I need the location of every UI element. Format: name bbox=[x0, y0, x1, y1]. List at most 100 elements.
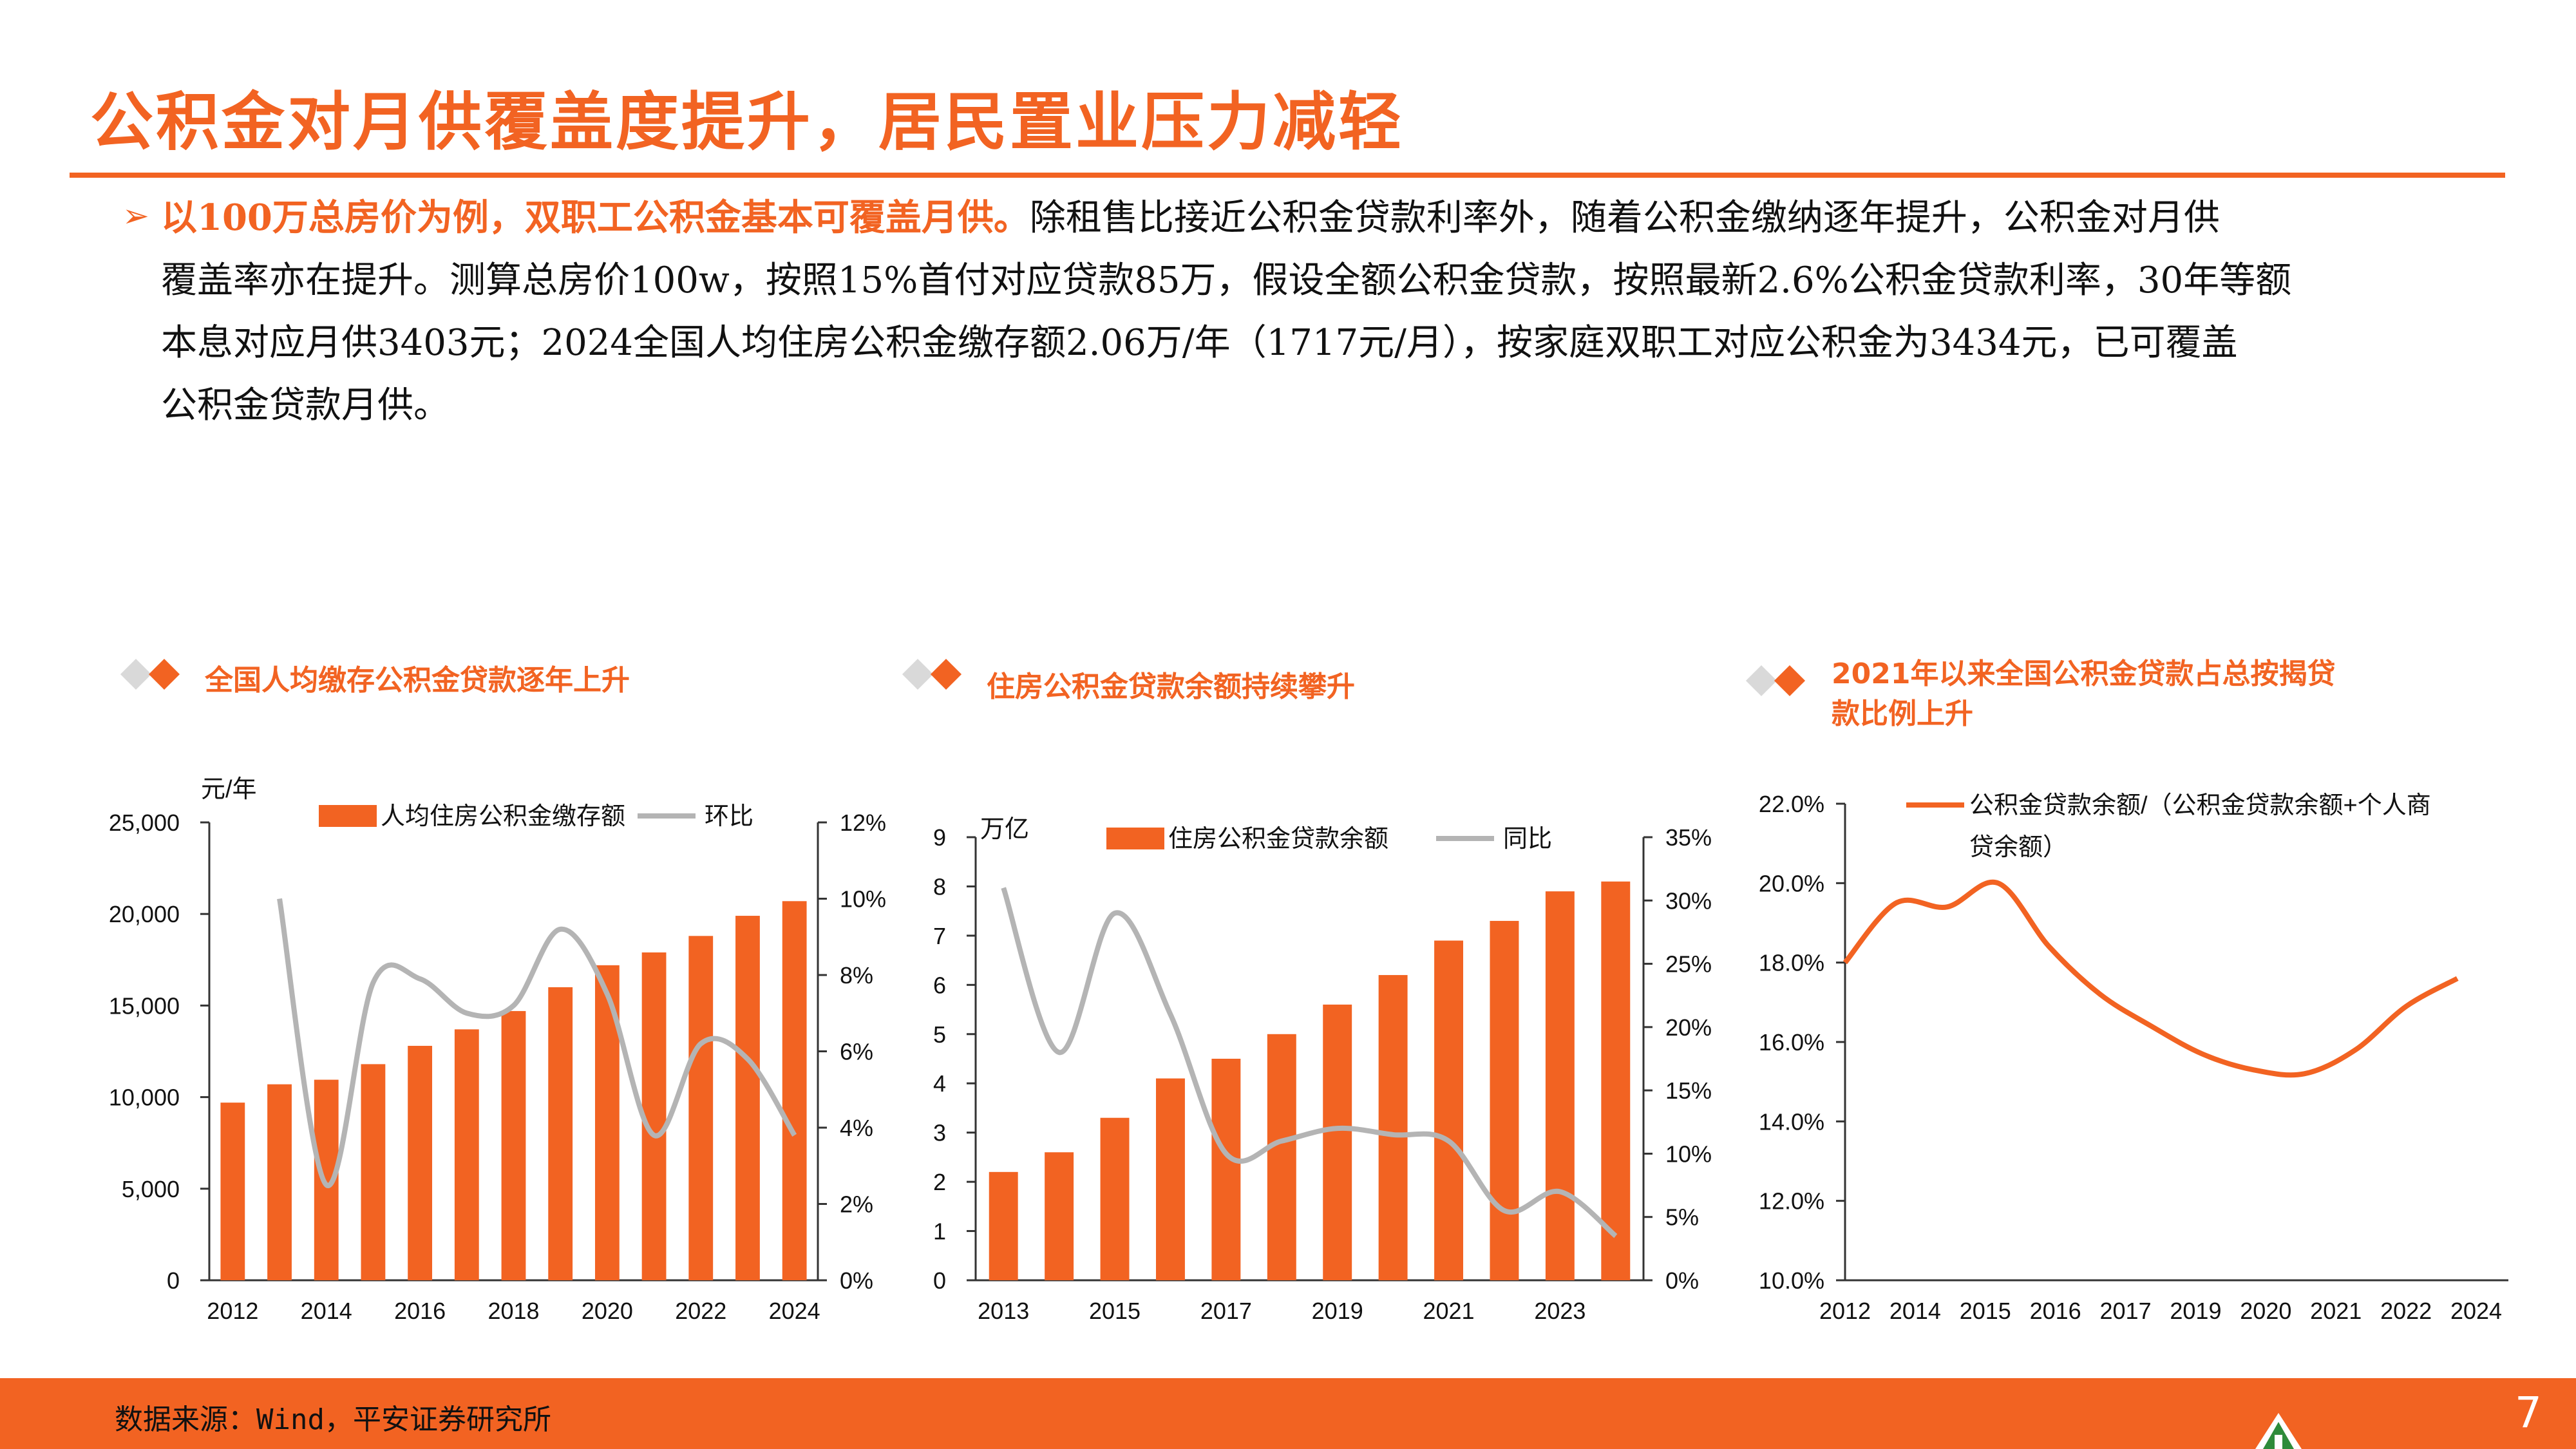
chart1-right-tick-label: 8% bbox=[840, 962, 873, 989]
chart2-bar bbox=[1045, 1152, 1074, 1280]
paragraph-line-4: 公积金贷款月供。 bbox=[161, 384, 450, 426]
chart1-bar bbox=[361, 1064, 386, 1280]
chart2-bar bbox=[1100, 1117, 1130, 1280]
chart1-heading: 全国人均缴存公积金贷款逐年上升 bbox=[205, 664, 630, 697]
chart2-bar bbox=[1211, 1059, 1241, 1280]
paragraph-line-1: 以100万总房价为例，双职工公积金基本可覆盖月供。除租售比接近公积金贷款利率外，… bbox=[125, 187, 2443, 249]
chart1-x-tick-label: 2018 bbox=[488, 1298, 539, 1324]
chart1-x-tick-label: 2024 bbox=[769, 1298, 820, 1324]
chart1-bar bbox=[408, 1045, 433, 1280]
chart2-left-tick-label: 7 bbox=[933, 923, 946, 949]
chart3-y-tick-label: 16.0% bbox=[1759, 1029, 1824, 1056]
chart1-bar bbox=[688, 936, 714, 1280]
chart2-bar bbox=[1545, 891, 1575, 1280]
chart2-left-tick-label: 0 bbox=[933, 1267, 946, 1294]
chart1-legend-bar-swatch bbox=[319, 805, 377, 827]
paragraph-line-1-rest: 除租售比接近公积金贷款利率外，随着公积金缴纳逐年提升，公积金对月供 bbox=[1029, 197, 2220, 239]
chart2-x-tick-label: 2017 bbox=[1200, 1298, 1252, 1324]
chart1-bar bbox=[220, 1103, 245, 1280]
chart1-right-tick-label: 6% bbox=[840, 1039, 873, 1065]
diamond-icon bbox=[1745, 665, 1806, 697]
diamond-icon bbox=[120, 658, 180, 690]
chart1-left-unit: 元/年 bbox=[201, 776, 257, 803]
chart2-legend-line-label: 同比 bbox=[1503, 826, 1552, 853]
chart2-left-tick-label: 9 bbox=[933, 824, 946, 851]
chart2-legend-bar-label: 住房公积金贷款余额 bbox=[1168, 826, 1388, 853]
chart2-bar bbox=[1490, 920, 1519, 1280]
chart2-right-tick-label: 25% bbox=[1665, 951, 1712, 978]
chart1-right-tick-label: 2% bbox=[840, 1191, 873, 1218]
chart2-bar bbox=[1323, 1004, 1352, 1280]
chart2-right-tick-label: 20% bbox=[1665, 1014, 1712, 1041]
chart2-left-tick-label: 3 bbox=[933, 1120, 946, 1146]
chart1-left-tick-label: 25,000 bbox=[109, 810, 180, 836]
diamond-icon bbox=[902, 658, 962, 690]
chart3-y-tick-label: 12.0% bbox=[1759, 1188, 1824, 1215]
chart1-bar bbox=[641, 952, 667, 1280]
chart3-x-tick-label: 2012 bbox=[1819, 1298, 1871, 1324]
chart1-left-tick-label: 20,000 bbox=[109, 901, 180, 927]
chart2-left-tick-label: 5 bbox=[933, 1021, 946, 1048]
chart2-bar bbox=[1267, 1034, 1296, 1280]
chart2-left-tick-label: 8 bbox=[933, 873, 946, 900]
chart3-y-tick-label: 14.0% bbox=[1759, 1108, 1824, 1135]
chart1-left-tick-label: 5,000 bbox=[122, 1176, 180, 1202]
company-logo-icon bbox=[2255, 1413, 2302, 1449]
chart1-left-tick-label: 10,000 bbox=[109, 1084, 180, 1111]
paragraph-highlight: 以100万总房价为例，双职工公积金基本可覆盖月供。 bbox=[161, 196, 1030, 239]
paragraph-line-3: 本息对应月供3403元；2024全国人均住房公积金缴存额2.06万/年（1717… bbox=[161, 322, 2238, 364]
chart3-x-tick-label: 2016 bbox=[2030, 1298, 2081, 1324]
chart3-x-tick-label: 2024 bbox=[2450, 1298, 2502, 1324]
chart3-x-tick-label: 2020 bbox=[2240, 1298, 2291, 1324]
chart3-legend-label-line-2: 贷余额） bbox=[1969, 834, 2067, 861]
chart1-bar bbox=[548, 987, 573, 1280]
chart1-x-tick-label: 2014 bbox=[301, 1298, 352, 1324]
chart1-legend-line-label: 环比 bbox=[705, 803, 753, 830]
chart2-left-tick-label: 6 bbox=[933, 972, 946, 998]
chart2-heading: 住房公积金贷款余额持续攀升 bbox=[987, 670, 1355, 703]
chart3-heading-line-1: 2021年以来全国公积金贷款占总按揭贷 bbox=[1832, 658, 2336, 690]
chart3-x-tick-label: 2017 bbox=[2100, 1298, 2152, 1324]
chart3-x-tick-label: 2014 bbox=[1889, 1298, 1941, 1324]
chart3-x-tick-label: 2019 bbox=[2170, 1298, 2221, 1324]
chart2-x-tick-label: 2023 bbox=[1534, 1298, 1586, 1324]
chart3-x-tick-label: 2022 bbox=[2380, 1298, 2432, 1324]
chart3-y-tick-label: 20.0% bbox=[1759, 870, 1824, 896]
chart2-x-tick-label: 2013 bbox=[978, 1298, 1029, 1324]
chart2-bar bbox=[1601, 881, 1631, 1280]
chart1-x-tick-label: 2022 bbox=[675, 1298, 726, 1324]
chart2-right-tick-label: 15% bbox=[1665, 1077, 1712, 1104]
chart2-bar bbox=[1155, 1078, 1185, 1280]
chart1-line-series bbox=[277, 898, 797, 1188]
chart2-line-series bbox=[1001, 887, 1618, 1238]
chart2-right-tick-label: 0% bbox=[1665, 1267, 1699, 1294]
chart2-right-tick-label: 5% bbox=[1665, 1204, 1699, 1231]
chart3-heading-line-2: 款比例上升 bbox=[1832, 697, 1973, 730]
chart1-right-tick-label: 4% bbox=[840, 1115, 873, 1141]
chart3-x-tick-label: 2021 bbox=[2310, 1298, 2362, 1324]
chart1-bar bbox=[454, 1029, 479, 1280]
page-number: 7 bbox=[2515, 1388, 2542, 1437]
chart2-bar bbox=[989, 1171, 1018, 1280]
chart1-right-tick-label: 0% bbox=[840, 1267, 873, 1294]
chart3-x-tick-label: 2015 bbox=[1960, 1298, 2011, 1324]
chart3-y-tick-label: 10.0% bbox=[1759, 1267, 1824, 1294]
chart1-x-tick-label: 2012 bbox=[207, 1298, 258, 1324]
chart1-left-tick-label: 15,000 bbox=[109, 992, 180, 1019]
chart1-bar bbox=[501, 1010, 526, 1280]
chart2-right-tick-label: 10% bbox=[1665, 1141, 1712, 1167]
chart1-right-tick-label: 10% bbox=[840, 886, 886, 913]
chart1-bar bbox=[782, 901, 807, 1280]
chart2-x-tick-label: 2015 bbox=[1089, 1298, 1141, 1324]
chart1-x-tick-label: 2016 bbox=[394, 1298, 446, 1324]
chart2-left-tick-label: 4 bbox=[933, 1070, 946, 1097]
chart3-y-tick-label: 18.0% bbox=[1759, 950, 1824, 976]
summary-paragraph: 以100万总房价为例，双职工公积金基本可覆盖月供。除租售比接近公积金贷款利率外，… bbox=[125, 187, 2443, 437]
chart2-x-tick-label: 2019 bbox=[1312, 1298, 1363, 1324]
chart1-right-tick-label: 12% bbox=[840, 810, 886, 836]
chart2-left-unit: 万亿 bbox=[980, 816, 1029, 843]
chart2-left-tick-label: 1 bbox=[933, 1218, 946, 1245]
bullet-arrow-icon: ➢ bbox=[122, 197, 149, 234]
chart1-x-tick-label: 2020 bbox=[582, 1298, 633, 1324]
